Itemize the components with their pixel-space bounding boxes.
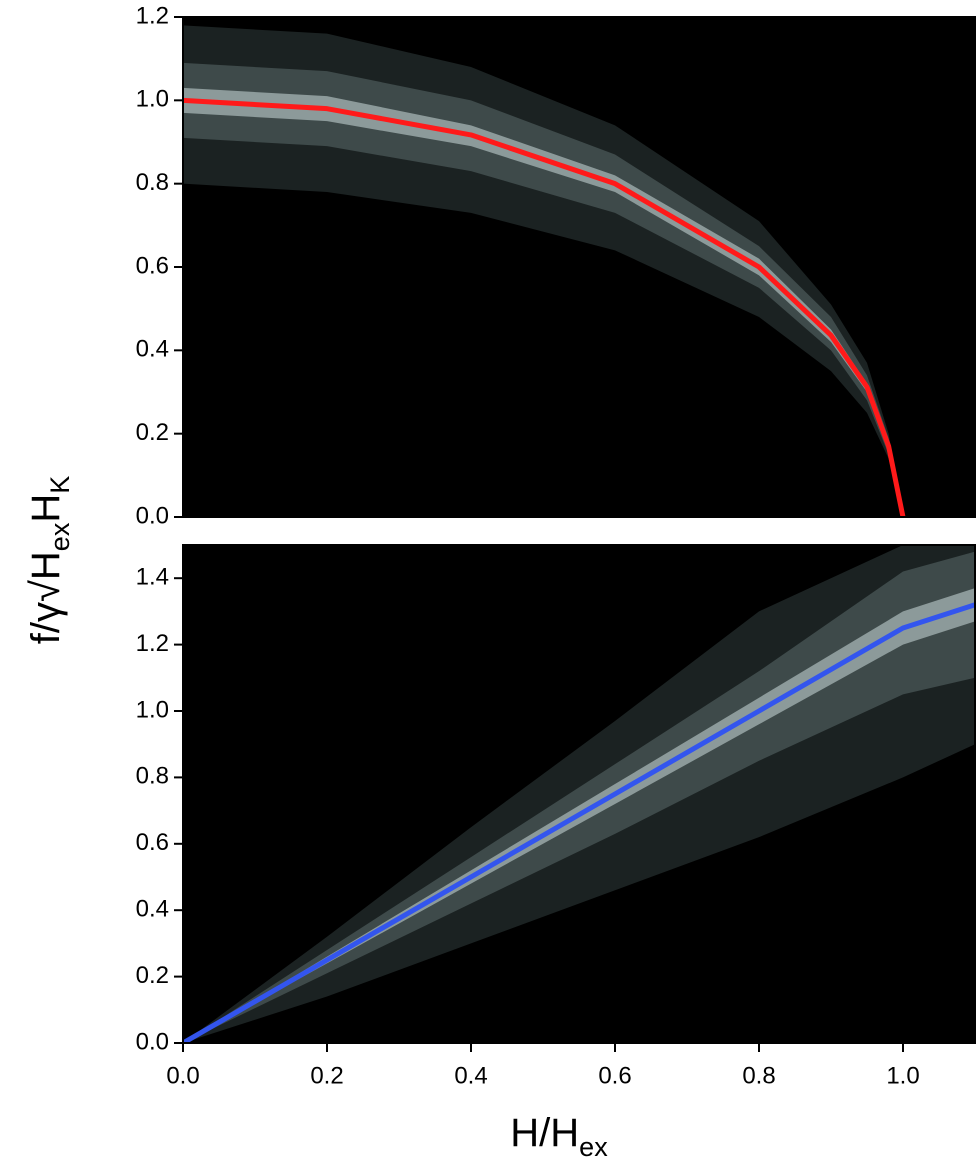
y-axis-label: f/γ√HexHK bbox=[24, 476, 76, 645]
band bbox=[183, 551, 975, 1043]
y-tick-label: 0.6 bbox=[136, 829, 169, 856]
y-tick-label: 0.8 bbox=[136, 169, 169, 196]
y-tick-label: 0.6 bbox=[136, 252, 169, 279]
x-tick-label: 0.6 bbox=[598, 1062, 631, 1089]
y-tick-label: 0.4 bbox=[136, 896, 169, 923]
x-axis-label: H/Hex bbox=[510, 1111, 608, 1163]
y-tick-label: 0.2 bbox=[136, 962, 169, 989]
line bbox=[183, 602, 975, 1043]
plot-layer bbox=[183, 545, 975, 1043]
y-tick-label: 0.0 bbox=[136, 502, 169, 529]
x-tick-label: 0.4 bbox=[454, 1062, 487, 1089]
y-tick-label: 1.0 bbox=[136, 696, 169, 723]
y-tick-label: 1.2 bbox=[136, 2, 169, 29]
label-part: ex bbox=[45, 522, 75, 551]
label-part: H/H bbox=[510, 1111, 579, 1155]
y-tick-label: 0.4 bbox=[136, 336, 169, 363]
frame bbox=[182, 544, 976, 1044]
y-tick-label: 1.2 bbox=[136, 630, 169, 657]
x-tick-label: 1.0 bbox=[886, 1062, 919, 1089]
y-tick-label: 0.0 bbox=[136, 1028, 169, 1055]
label-part: f/γ√H bbox=[24, 551, 68, 644]
label-part: K bbox=[45, 476, 75, 494]
x-tick-label: 0.0 bbox=[166, 1062, 199, 1089]
x-tick-label: 0.8 bbox=[742, 1062, 775, 1089]
label-part: H bbox=[24, 494, 68, 523]
label-part: ex bbox=[579, 1132, 608, 1162]
y-tick-label: 0.8 bbox=[136, 763, 169, 790]
y-tick-label: 0.2 bbox=[136, 419, 169, 446]
plot-layer bbox=[183, 25, 906, 517]
y-tick-label: 1.4 bbox=[136, 564, 169, 591]
line bbox=[183, 97, 906, 517]
y-tick-label: 1.0 bbox=[136, 86, 169, 113]
x-tick-label: 0.2 bbox=[310, 1062, 343, 1089]
